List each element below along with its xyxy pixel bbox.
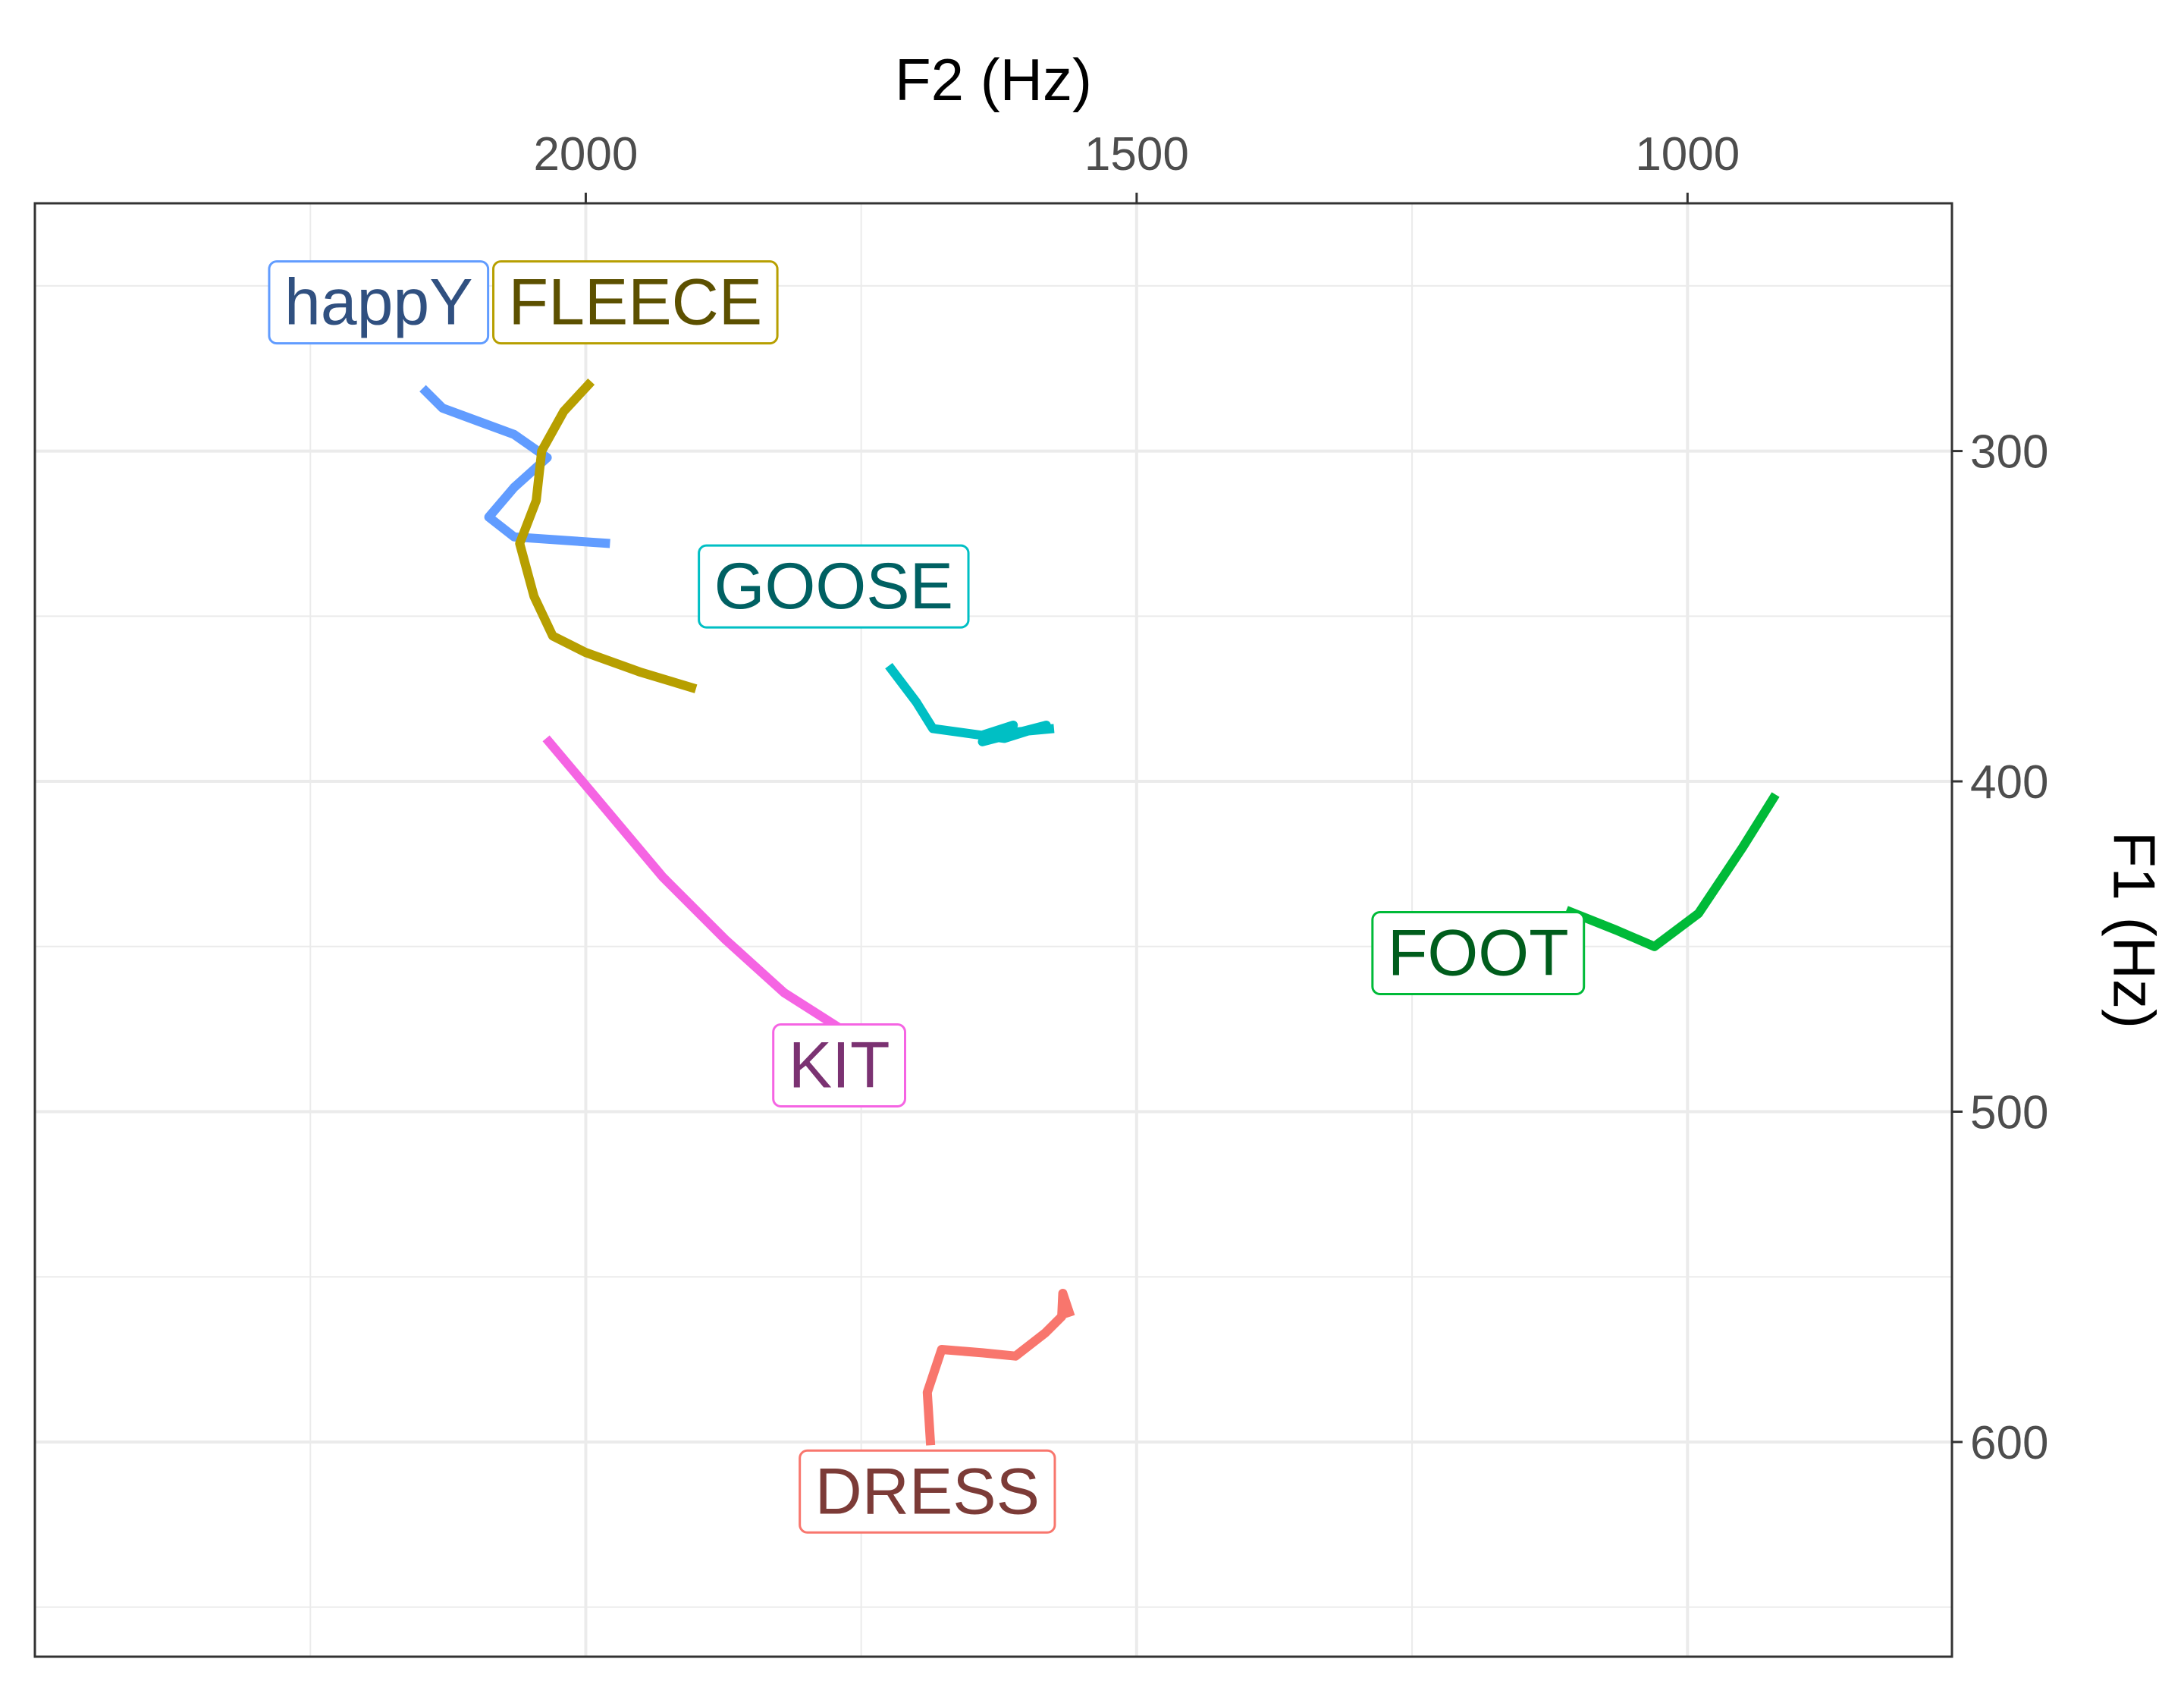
series-label-dress: DRESS [799,1449,1056,1534]
series-line-foot [1564,792,1780,951]
y-tick-label: 400 [1970,756,2048,809]
x-axis-title: F2 (Hz) [895,46,1092,113]
y-axis-title: F1 (Hz) [2101,831,2167,1029]
series-line-fleece [515,379,698,693]
grid-minor [35,203,1952,1657]
y-tick-label: 600 [1970,1417,2048,1469]
y-tick-label: 300 [1970,426,2048,479]
series-label-kit: KIT [772,1023,906,1108]
x-tick-label: 1000 [1635,128,1740,181]
x-tick-label: 1500 [1084,128,1189,181]
series-label-happy: happY [268,260,490,345]
label-text: happY [284,266,473,339]
series-label-foot: FOOT [1371,910,1586,995]
series-line-goose [885,662,1055,746]
grid-major [35,203,1952,1657]
label-box [772,1023,906,1108]
x-axis: 2000 1500 1000 [533,128,1740,203]
label-box [698,544,970,629]
label-text: DRESS [815,1455,1040,1528]
label-text: GOOSE [714,550,953,623]
series-line-kit [542,735,897,1063]
series-layer: happY FLEECE GOOSE KIT FOOT DRESS [268,260,1780,1534]
label-box [492,260,779,345]
label-text: KIT [789,1029,890,1102]
label-box [799,1449,1056,1534]
series-label-fleece: FLEECE [492,260,779,345]
label-text: FLEECE [509,266,763,339]
label-text: FOOT [1388,916,1569,989]
y-tick-label: 500 [1970,1087,2048,1139]
series-line-dress [922,1289,1075,1446]
label-box [268,260,490,345]
series-label-goose: GOOSE [698,544,970,629]
panel-border [33,202,1953,1658]
series-line-happy [419,385,610,548]
x-tick-label: 2000 [533,128,638,181]
y-axis: 300 400 500 600 [1952,426,2048,1469]
label-box [1371,910,1586,995]
